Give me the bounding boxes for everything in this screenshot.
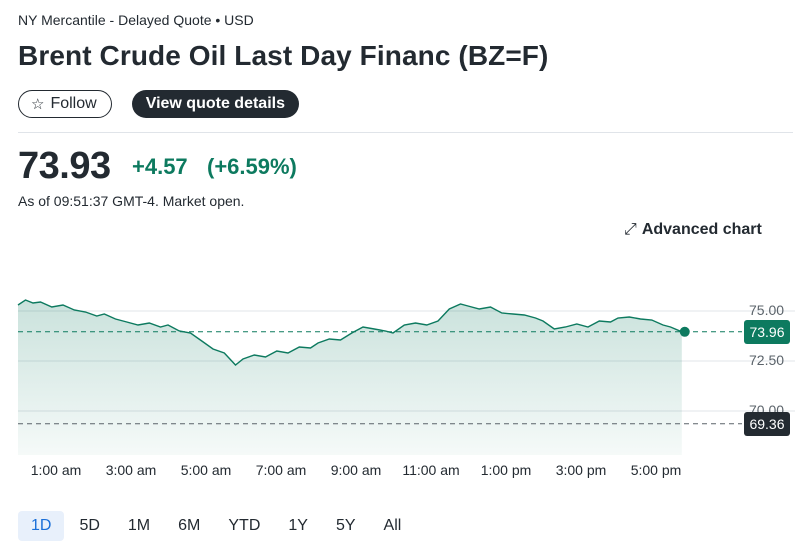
range-tab-ytd[interactable]: YTD (228, 517, 261, 534)
previous-close-badge: 69.36 (744, 411, 790, 436)
range-tab-1y[interactable]: 1Y (288, 517, 308, 534)
follow-label: Follow (50, 95, 97, 112)
time-range-selector: 1D 5D 1M 6M YTD 1Y 5Y All (18, 511, 416, 541)
y-axis-tick-label: 72.50 (749, 352, 785, 368)
quote-actions: ☆ Follow View quote details (18, 90, 299, 118)
x-axis-tick-label: 7:00 am (255, 462, 307, 478)
range-tab-1m[interactable]: 1M (127, 517, 151, 534)
star-icon: ☆ (31, 96, 45, 113)
divider (18, 132, 793, 133)
quote-timestamp: As of 09:51:37 GMT-4. Market open. (18, 193, 245, 209)
current-price-badge: 73.96 (744, 319, 790, 344)
expand-arrows-icon: ⤢ (624, 221, 637, 238)
x-axis-tick-label: 3:00 pm (555, 462, 607, 478)
price-chart[interactable] (0, 270, 806, 460)
x-axis-tick-label: 5:00 am (180, 462, 232, 478)
price-change-percent: (+6.59%) (207, 154, 297, 179)
range-tab-1d[interactable]: 1D (18, 511, 65, 541)
range-tab-all[interactable]: All (383, 517, 402, 534)
range-tab-5y[interactable]: 5Y (335, 517, 356, 534)
view-quote-details-button[interactable]: View quote details (131, 90, 299, 118)
range-tab-6m[interactable]: 6M (178, 517, 201, 534)
exchange-info: NY Mercantile - Delayed Quote • USD (18, 12, 254, 28)
x-axis-tick-label: 5:00 pm (630, 462, 682, 478)
last-price-dot (679, 326, 690, 337)
page-title: Brent Crude Oil Last Day Financ (BZ=F) (18, 40, 549, 71)
follow-button[interactable]: ☆ Follow (18, 90, 112, 118)
range-tab-5d[interactable]: 5D (79, 517, 100, 534)
y-axis-tick-label: 75.00 (749, 302, 785, 318)
x-axis-tick-label: 11:00 am (402, 462, 460, 478)
price-change: +4.57 (132, 154, 188, 179)
x-axis-tick-label: 3:00 am (105, 462, 157, 478)
advanced-chart-label: Advanced chart (641, 221, 762, 238)
x-axis-tick-label: 1:00 am (30, 462, 82, 478)
price-line (17, 299, 683, 366)
x-axis-tick-label: 9:00 am (330, 462, 382, 478)
advanced-chart-link[interactable]: ⤢ Advanced chart (624, 221, 762, 239)
x-axis-tick-label: 1:00 pm (480, 462, 532, 478)
current-price: 73.93 (18, 145, 111, 187)
price-area-fill (18, 300, 682, 455)
